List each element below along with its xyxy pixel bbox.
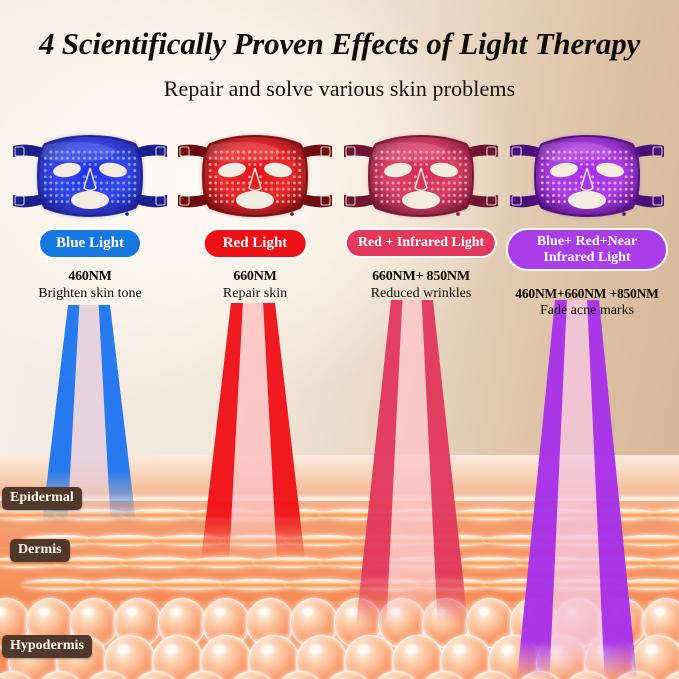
page-subtitle: Repair and solve various skin problems (163, 76, 516, 101)
effect-red: Repair skin (222, 286, 288, 301)
effect-blue-red-near-infrared: Fade acne marks (539, 303, 635, 318)
therapy-column-blue-red-near-infrared: Blue+ Red+Near Infrared Light 460NM+660N… (502, 130, 672, 330)
layer-label-dermis: Dermis (10, 539, 70, 562)
red-light-mask (170, 130, 340, 222)
effect-blue: Brighten skin tone (38, 286, 142, 301)
page-title: 4 Scientifically Proven Effects of Light… (38, 26, 641, 61)
wavelength-red-infrared: 660NM+ 850NM (372, 269, 470, 284)
badge-red-infrared-light[interactable]: Red + Infrared Light (346, 230, 496, 256)
layer-label-epidermal: Epidermal (2, 487, 82, 510)
badge-blue-light[interactable]: Blue Light (40, 230, 140, 257)
red-infrared-mask (336, 130, 506, 222)
wavelength-red: 660NM (233, 269, 277, 284)
badge-blue-red-near-infrared-light[interactable]: Blue+ Red+Near Infrared Light (508, 230, 666, 270)
skin-cross-section (0, 455, 679, 679)
wavelength-blue-red-near-infrared: 460NM+660NM +850NM (515, 286, 659, 301)
blue-red-near-infrared-mask (502, 130, 672, 222)
therapy-column-blue: Blue Light 460NM Brighten skin tone (5, 130, 175, 330)
therapy-column-red-infrared: Red + Infrared Light 660NM+ 850NM Reduce… (336, 130, 506, 330)
blue-light-mask (5, 130, 175, 222)
badge-red-light[interactable]: Red Light (204, 230, 306, 257)
effect-red-infrared: Reduced wrinkles (370, 286, 472, 301)
wavelength-blue: 460NM (68, 269, 112, 284)
therapy-column-red: Red Light 660NM Repair skin (170, 130, 340, 330)
layer-label-hypodermis: Hypodermis (2, 635, 92, 658)
